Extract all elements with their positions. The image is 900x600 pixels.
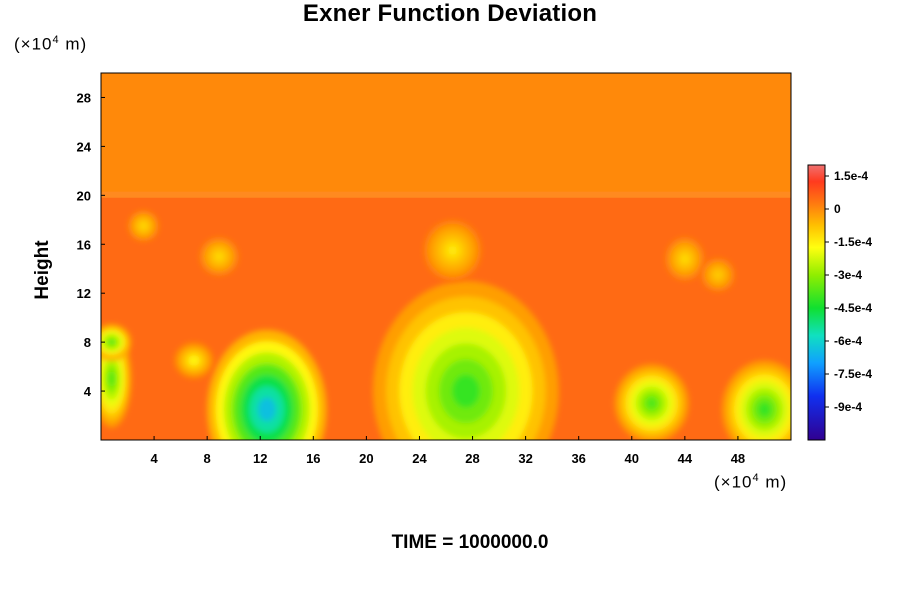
field-feature-10 [700, 257, 736, 292]
y-tick-label-6: 28 [77, 90, 91, 105]
colorbar-ticks: 1.5e-4 0 -1.5e-4 -3e-4 -4.5e-4 -6e-4 -7.5e-4 -9… [825, 169, 872, 414]
colorbar-tick-label-6: -7.5e-4 [834, 367, 872, 381]
y-tick-label-0: 4 [84, 384, 92, 399]
colorbar-tick-label-5: -6e-4 [834, 334, 862, 348]
field-feature-3 [722, 360, 791, 440]
plot-frame [100, 72, 792, 441]
x-tick-label-5: 24 [412, 451, 427, 466]
y-tick-label-4: 20 [77, 188, 91, 203]
y-tick-label-3: 16 [77, 237, 91, 252]
x-tick-label-2: 12 [253, 451, 267, 466]
x-tick-label-9: 40 [625, 451, 639, 466]
field-feature-7 [127, 210, 160, 242]
colorbar [807, 164, 826, 441]
field-feature-11 [173, 342, 214, 379]
colorbar-tick-label-3: -3e-4 [834, 268, 862, 282]
field-feature-8 [199, 236, 240, 277]
x-tick-label-1: 8 [204, 451, 211, 466]
y-tick-label-2: 12 [77, 286, 91, 301]
x-tick-label-3: 16 [306, 451, 320, 466]
band-line [101, 191, 791, 198]
time-label: TIME = 1000000.0 [391, 532, 549, 553]
colorbar-tick-label-4: -4.5e-4 [834, 301, 872, 315]
field-feature-6 [423, 219, 482, 281]
colorbar-tick-label-1: 0 [834, 202, 841, 216]
y-axis-unit: (×104 m) [14, 34, 88, 54]
x-tick-label-8: 36 [571, 451, 585, 466]
field-layer-0 [101, 73, 791, 196]
field-feature-9 [664, 236, 705, 281]
x-tick-label-10: 44 [678, 451, 693, 466]
x-axis-unit: (×104 m) [714, 472, 788, 492]
x-tick-label-0: 4 [150, 451, 158, 466]
y-tick-label-5: 24 [77, 139, 92, 154]
y-tick-label-1: 8 [84, 335, 91, 350]
plot-area [101, 73, 791, 440]
colorbar-tick-label-0: 1.5e-4 [834, 169, 868, 183]
field-feature-5 [101, 323, 132, 361]
field-feature-1 [373, 280, 559, 440]
x-tick-label-7: 32 [518, 451, 532, 466]
x-tick-label-6: 28 [465, 451, 479, 466]
colorbar-tick-label-7: -9e-4 [834, 400, 862, 414]
x-tick-label-4: 20 [359, 451, 373, 466]
x-tick-label-11: 48 [731, 451, 745, 466]
chart-title: Exner Function Deviation [302, 0, 598, 27]
colorbar-tick-label-2: -1.5e-4 [834, 235, 872, 249]
field-feature-0 [207, 329, 327, 440]
field-feature-2 [614, 364, 689, 440]
